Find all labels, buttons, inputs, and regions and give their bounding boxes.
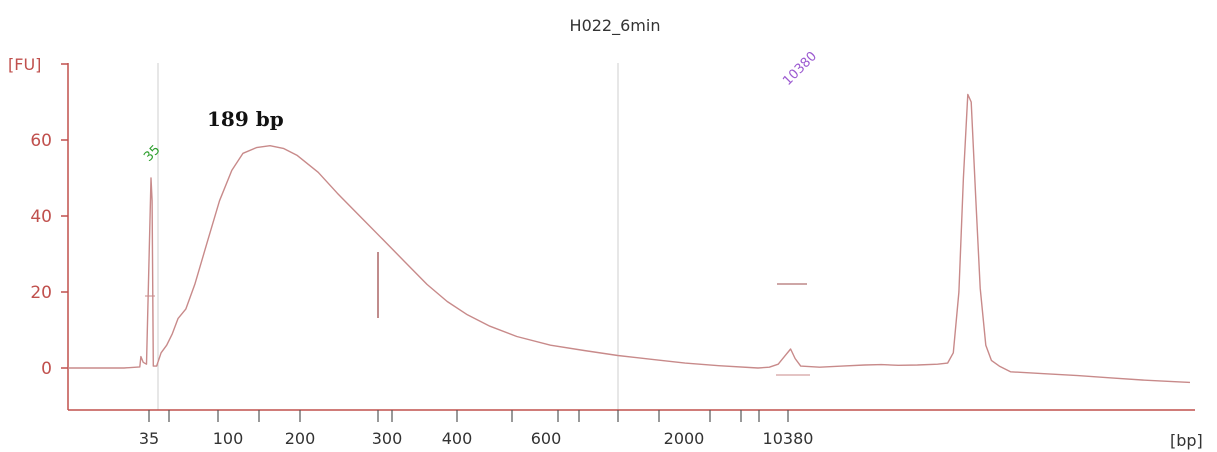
- x-axis-label: [bp]: [1170, 431, 1203, 450]
- y-axis-ticks: 0 20 40 60: [30, 63, 68, 379]
- x-tick-labels: 35 100 200 300 400 600 2000 10380: [139, 429, 814, 448]
- x-tick-label: 600: [531, 429, 562, 448]
- y-axis-label: [FU]: [8, 55, 41, 74]
- x-tick-label: 35: [139, 429, 159, 448]
- y-tick-label: 60: [30, 131, 52, 151]
- peak-size-annotation: 189 bp: [207, 107, 284, 131]
- y-tick-label: 20: [30, 283, 52, 303]
- series-trace: [68, 93, 1191, 384]
- x-tick-label: 300: [372, 429, 403, 448]
- y-tick-label: 40: [30, 207, 52, 227]
- lower-marker-label: 35: [141, 143, 163, 165]
- x-tick-label: 10380: [763, 429, 814, 448]
- chart-title: H022_6min: [570, 16, 661, 36]
- x-tick-label: 200: [285, 429, 316, 448]
- plot-area: 0 20 40 60 35 100: [30, 63, 1195, 448]
- y-tick-label: 0: [41, 359, 52, 379]
- x-tick-label: 400: [442, 429, 473, 448]
- x-axis-ticks: [148, 410, 789, 422]
- x-tick-label: 100: [213, 429, 244, 448]
- upper-marker-label: 10380: [780, 49, 820, 89]
- x-tick-label: 2000: [664, 429, 705, 448]
